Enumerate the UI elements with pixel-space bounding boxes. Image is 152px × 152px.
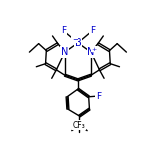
Text: +: + — [92, 47, 97, 52]
Text: −: − — [72, 37, 78, 43]
Text: F: F — [90, 26, 95, 35]
Text: CF₃: CF₃ — [73, 121, 86, 130]
Text: F: F — [61, 26, 66, 35]
Text: B: B — [74, 38, 81, 48]
Text: F: F — [96, 92, 101, 100]
Text: N: N — [87, 47, 95, 57]
Text: N: N — [61, 47, 69, 57]
